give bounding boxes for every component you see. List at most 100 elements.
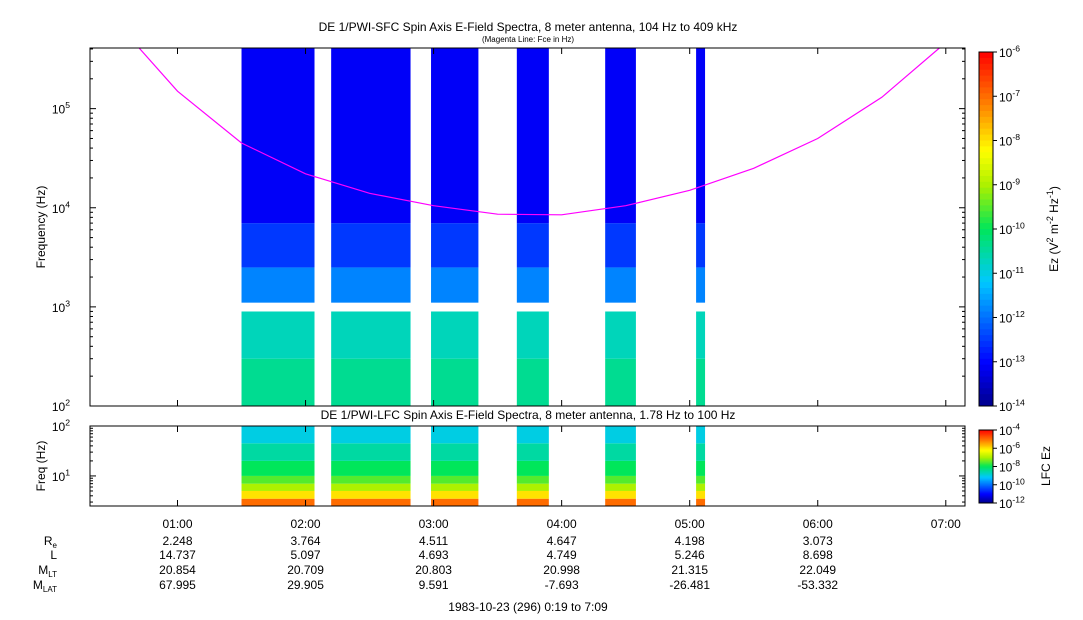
colorbar-cell-0-14 [979,134,993,141]
data-block-0-3-4 [516,48,549,224]
colorbar-cell-0-57 [979,388,993,395]
colorbar-cell-1-36 [979,473,993,476]
ephemeris-value-3-2: 9.591 [419,578,449,592]
colorbar-cell-0-0 [979,52,993,59]
colorbar-cell-1-44 [979,483,993,486]
data-block-0-0-4 [241,48,315,224]
data-block-0-5-3 [696,223,706,268]
colorbar-cell-0-41 [979,293,993,301]
colorbar-cell-0-51 [979,352,993,360]
data-block-1-4-0 [605,498,636,506]
colorbar-cell-0-19 [979,164,993,171]
colorbar-cell-1-41 [979,479,993,482]
colorbar-cell-1-56 [979,498,993,500]
colorbar-cell-0-44 [979,311,993,318]
data-block-1-0-4 [241,460,315,476]
data-block-0-3-2 [516,267,549,303]
colorbar-cell-0-25 [979,199,993,206]
colorbar-cell-0-48 [979,335,993,342]
plot-frame-0 [89,47,966,407]
ephemeris-value-1-5: 8.698 [803,548,833,562]
data-block-0-0-0 [241,358,315,406]
colorbar-cell-0-55 [979,376,993,383]
data-block-1-0-2 [241,483,315,491]
ephemeris-value-1-3: 4.749 [547,548,577,562]
colorbar-cell-1-35 [979,472,993,475]
data-block-1-1-4 [331,460,411,476]
data-block-0-4-0 [605,358,636,406]
colorbar-tick-label-0-0: 10-6 [999,44,1020,60]
ephemeris-value-3-1: 29.905 [287,578,324,592]
time-tick-label-2: 03:00 [419,517,449,531]
colorbar-cell-0-34 [979,252,993,259]
ephemeris-value-0-5: 3.073 [803,534,833,548]
colorbar-cell-0-11 [979,116,993,124]
data-block-1-1-5 [331,443,411,461]
colorbar-cell-0-17 [979,152,993,159]
data-block-0-4-3 [605,223,636,268]
colorbar-cell-1-9 [979,440,993,443]
colorbar-cell-0-27 [979,211,993,218]
ytick-label-0-3: 105 [52,100,70,116]
colorbar-cell-1-31 [979,467,993,470]
data-block-1-1-6 [331,426,411,444]
colorbar-cell-0-58 [979,394,993,401]
colorbar-cell-0-18 [979,158,993,165]
colorbar-cell-0-36 [979,264,993,271]
ephemeris-value-1-2: 4.693 [419,548,449,562]
colorbar-cell-1-39 [979,477,993,480]
plot-frame-1 [89,425,966,507]
ephemeris-value-0-1: 3.764 [291,534,321,548]
colorbar-cell-0-47 [979,329,993,336]
ephemeris-value-1-1: 5.097 [291,548,321,562]
data-block-0-0-3 [241,223,315,268]
colorbar-cell-1-49 [979,489,993,492]
data-block-1-3-1 [516,490,549,499]
ephemeris-label-2: MLT [38,563,57,579]
colorbar-cell-1-6 [979,437,993,440]
colorbar-cell-1-55 [979,496,993,499]
data-block-1-2-5 [431,443,479,461]
ephemeris-value-2-3: 20.998 [543,563,580,577]
ephemeris-value-0-4: 4.198 [675,534,705,548]
fce-line [138,48,940,216]
lfc-spectrogram-panel: DE 1/PWI-LFC Spin Axis E-Field Spectra, … [34,408,1053,511]
ytick-label-0-2: 104 [52,199,70,215]
yaxis-label-1: Freq (Hz) [34,441,48,492]
colorbar-tick-label-1-4: 10-12 [999,495,1025,511]
colorbar-cell-0-10 [979,111,993,118]
colorbar-cell-0-59 [979,400,993,407]
data-block-0-3-3 [516,223,549,268]
colorbar-cell-0-4 [979,75,993,82]
colorbar-cell-1-53 [979,494,993,497]
data-block-1-0-3 [241,475,315,484]
time-tick-label-3: 04:00 [547,517,577,531]
time-tick-label-1: 02:00 [291,517,321,531]
colorbar-cell-0-29 [979,223,993,230]
colorbar-cell-0-54 [979,370,993,377]
colorbar-tick-label-0-4: 10-10 [999,221,1025,237]
data-block-0-0-2 [241,267,315,303]
data-block-0-1-2 [331,267,411,303]
data-block-0-4-2 [605,267,636,303]
colorbar-cell-0-50 [979,347,993,354]
colorbar-cell-1-57 [979,499,993,502]
ephemeris-value-2-1: 20.709 [287,563,324,577]
colorbar-cell-0-52 [979,358,993,366]
data-block-0-5-2 [696,267,706,303]
colorbar-cell-1-50 [979,490,993,493]
colorbar-cell-1-40 [979,478,993,481]
ytick-label-1-0: 101 [52,468,70,484]
colorbar-cell-1-48 [979,488,993,491]
data-block-1-1-3 [331,475,411,484]
colorbar-cell-1-43 [979,482,993,485]
colorbar-cell-1-38 [979,476,993,478]
colorbar-cell-1-28 [979,464,993,466]
ephemeris-value-2-2: 20.803 [415,563,452,577]
time-axis: 01:00 02:00 03:00 04:00 05:00 06:00 07:00 [162,517,961,531]
data-block-0-5-1 [696,311,706,359]
colorbar-tick-label-1-0: 10-4 [999,422,1020,438]
colorbar-cell-1-58 [979,500,993,503]
ephemeris-label-1: L [50,548,57,562]
panel-subtitle-0: (Magenta Line: Fce in Hz) [482,35,574,44]
